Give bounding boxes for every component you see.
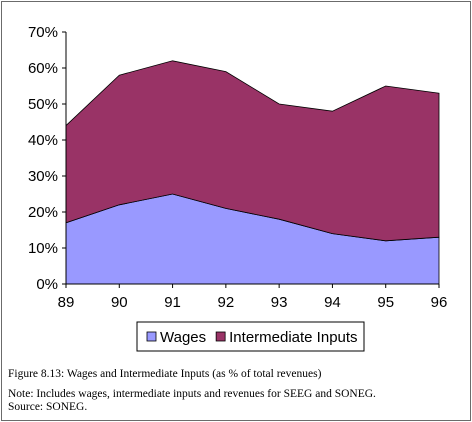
x-tick-label: 89 [58, 294, 75, 311]
legend-label: Wages [160, 329, 206, 346]
x-tick-label: 90 [111, 294, 128, 311]
legend-label: Intermediate Inputs [229, 329, 357, 346]
x-tick-label: 91 [164, 294, 181, 311]
figure-note: Note: Includes wages, intermediate input… [8, 388, 376, 400]
legend-swatch [215, 331, 226, 342]
x-tick-label: 92 [218, 294, 235, 311]
x-tick-label: 93 [271, 294, 288, 311]
y-tick-label: 70% [28, 24, 58, 41]
legend-swatch [146, 331, 157, 342]
y-tick-label: 0% [36, 276, 58, 293]
y-tick-label: 40% [28, 132, 58, 149]
y-tick-label: 60% [28, 60, 58, 77]
figure-source: Source: SONEG. [8, 401, 88, 413]
legend [136, 321, 365, 352]
x-tick-label: 96 [431, 294, 448, 311]
y-tick-label: 50% [28, 96, 58, 113]
area-intermediate-inputs [65, 60, 440, 242]
x-tick-label: 94 [324, 294, 341, 311]
y-tick-label: 20% [28, 204, 58, 221]
chart: 0%10%20%30%40%50%60%70%89 90 91 92 93 94 95 96 … [28, 24, 448, 352]
figure-caption: Figure 8.13: Wages and Intermediate Inpu… [8, 368, 322, 380]
y-tick-label: 10% [28, 240, 58, 257]
x-tick-label: 95 [377, 294, 394, 311]
y-tick-label: 30% [28, 168, 58, 185]
